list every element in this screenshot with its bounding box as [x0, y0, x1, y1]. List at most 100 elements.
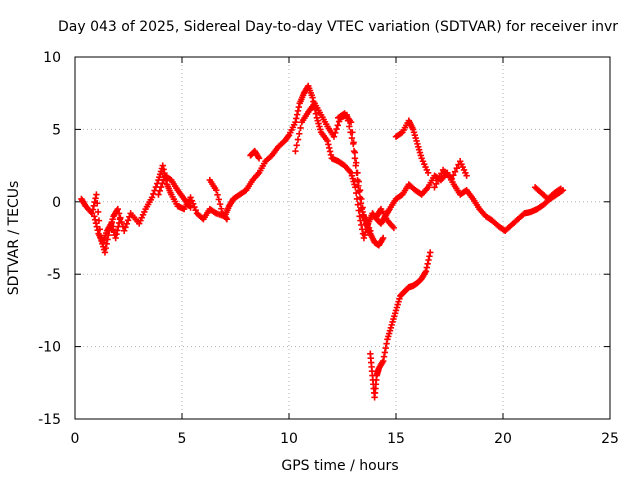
data-point [346, 123, 353, 130]
data-point [424, 169, 432, 177]
series-main [78, 82, 567, 256]
data-point [359, 204, 366, 211]
data-point [324, 137, 331, 145]
data-point [450, 171, 457, 179]
data-point [433, 180, 440, 188]
data-point [187, 194, 194, 201]
series-spur-g [392, 117, 432, 177]
data-point [187, 204, 194, 211]
x-tick-label: 5 [178, 431, 187, 447]
axis-ticks: 0 5 10 15 20 25 -15 -10 -5 0 5 10 [38, 50, 619, 447]
data-point [557, 185, 564, 192]
data-point [453, 165, 460, 172]
data-point [427, 249, 434, 256]
data-point [115, 210, 123, 217]
series-spur-e [292, 100, 387, 249]
data-point [114, 205, 121, 213]
data-point [122, 224, 129, 231]
data-point [434, 177, 442, 184]
data-point [426, 253, 433, 260]
data-point [218, 205, 225, 212]
data-point [330, 133, 338, 140]
x-tick-label: 20 [494, 431, 512, 447]
x-axis-label: GPS time / hours [281, 458, 398, 474]
data-point [93, 191, 100, 198]
data-point [293, 111, 301, 118]
data-point [382, 344, 389, 352]
series-spur-d [247, 147, 263, 162]
data-point [114, 227, 121, 234]
data-point [380, 353, 388, 360]
data-point [116, 215, 124, 223]
data-point [390, 224, 398, 232]
data-point [113, 231, 120, 238]
data-point [101, 249, 109, 256]
data-point [351, 149, 359, 156]
data-point [349, 129, 356, 136]
data-point [381, 349, 389, 356]
data-point [214, 191, 221, 199]
data-point [379, 357, 387, 365]
data-point [216, 200, 224, 208]
data-point [383, 340, 390, 347]
data-point [160, 166, 167, 173]
data-point [448, 175, 455, 182]
data-point [431, 184, 438, 191]
data-point [92, 195, 99, 202]
data-point [93, 223, 101, 230]
data-point [159, 162, 166, 169]
data-point [188, 197, 196, 204]
data-point [159, 180, 166, 187]
series-descent [367, 249, 434, 401]
y-tick-label: -10 [38, 340, 61, 356]
data-point [292, 118, 299, 126]
y-axis-label: SDTVAR / TECUs [6, 181, 22, 296]
data-point [102, 244, 110, 252]
data-point [223, 215, 231, 223]
data-marks [78, 82, 567, 401]
data-point [309, 94, 316, 101]
data-point [92, 220, 100, 227]
y-tick-label: 0 [52, 195, 61, 211]
data-point [215, 196, 223, 203]
data-point [425, 256, 432, 264]
x-tick-label: 10 [280, 431, 298, 447]
data-point [255, 155, 263, 162]
series-spur-c [206, 176, 231, 223]
data-point [293, 142, 300, 149]
data-point [347, 118, 355, 126]
data-point [422, 268, 430, 275]
y-tick-label: 5 [52, 122, 61, 138]
data-point [295, 103, 303, 111]
data-point [297, 124, 304, 132]
data-point [325, 141, 332, 148]
data-point [89, 206, 97, 213]
data-point [90, 202, 98, 210]
data-point [94, 208, 102, 216]
y-tick-label: 10 [43, 50, 61, 66]
data-point [294, 136, 302, 143]
data-point [115, 223, 122, 230]
data-point [294, 107, 302, 115]
data-point [436, 173, 443, 181]
data-point [192, 206, 199, 214]
data-point [156, 187, 163, 194]
chart-title: Day 043 of 2025, Sidereal Day-to-day VTE… [58, 19, 618, 35]
x-tick-label: 25 [601, 431, 619, 447]
series-spur-i [373, 205, 398, 232]
data-point [350, 139, 357, 146]
plot-frame [74, 56, 611, 420]
series-spur-j [531, 184, 564, 203]
data-point [121, 227, 128, 234]
data-point [91, 213, 98, 220]
data-point [292, 147, 299, 155]
data-point [94, 200, 101, 207]
data-point [148, 194, 156, 201]
data-point [326, 144, 333, 152]
data-point [94, 226, 101, 234]
data-point [123, 220, 130, 228]
data-point [463, 172, 470, 179]
series-spur-h [431, 158, 470, 191]
data-point [367, 227, 374, 234]
